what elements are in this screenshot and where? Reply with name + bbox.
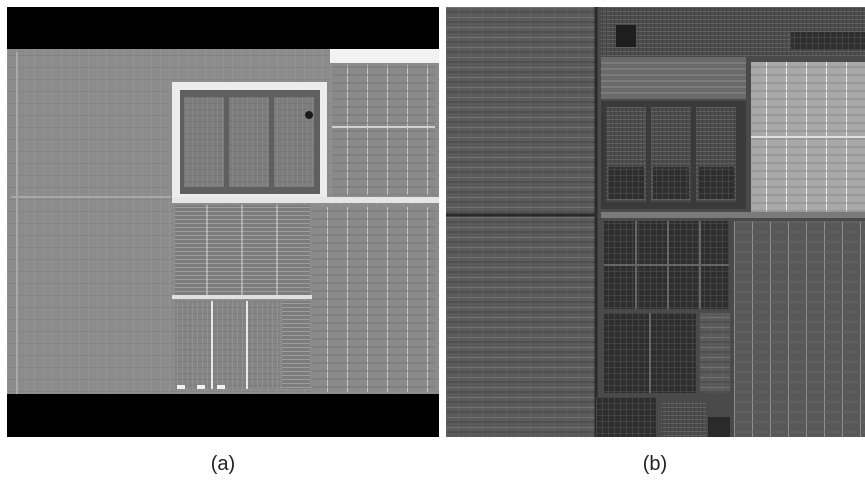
caption-a: (a) (193, 452, 253, 476)
micrograph-panel-a (7, 7, 439, 437)
micrograph-panel-b (446, 7, 865, 437)
chip-image-a (7, 7, 439, 437)
caption-b: (b) (625, 452, 685, 476)
chip-image-b (446, 7, 865, 437)
